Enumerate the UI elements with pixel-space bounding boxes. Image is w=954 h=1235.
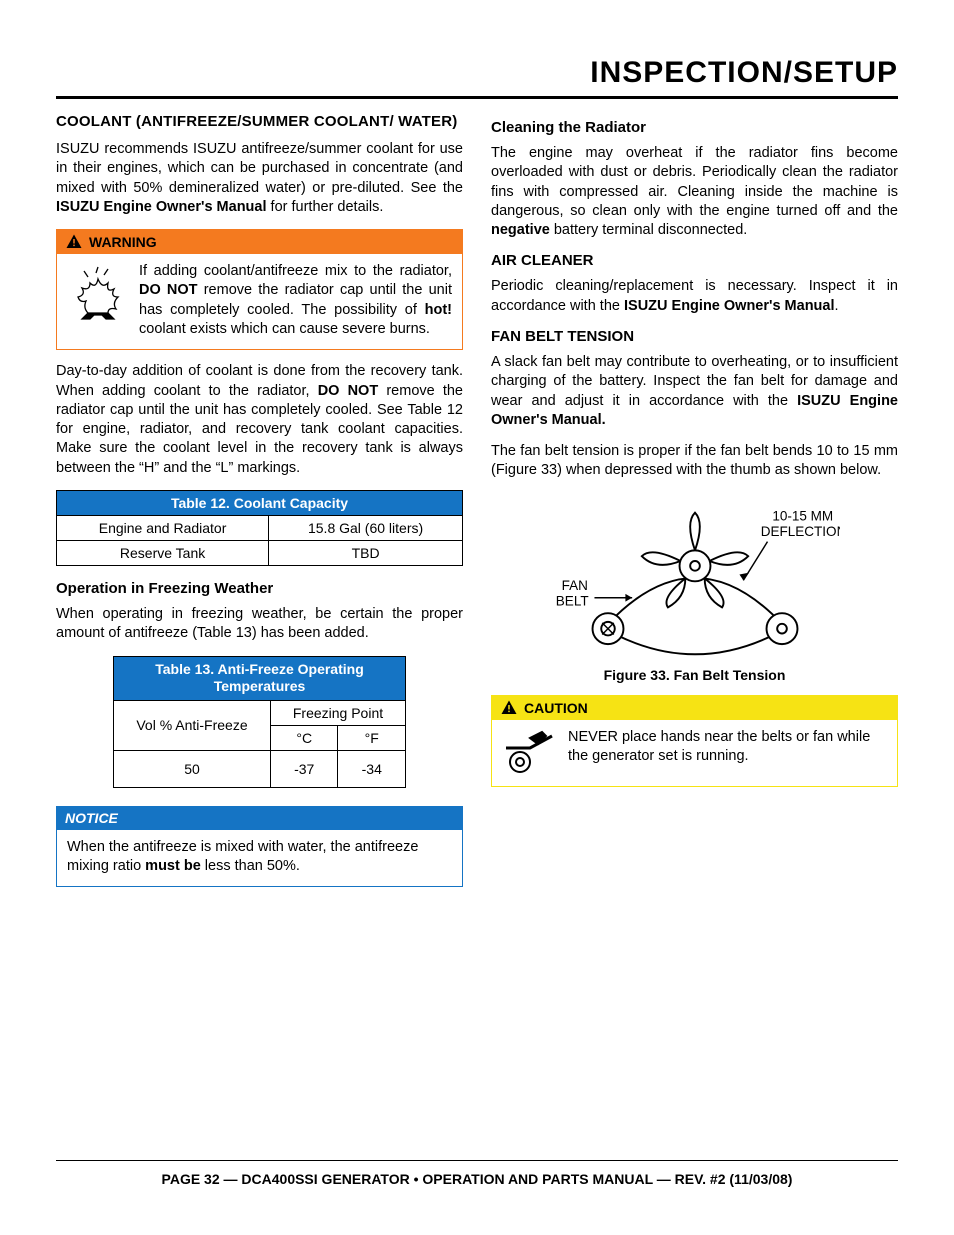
page-footer: PAGE 32 — DCA400SSI GENERATOR • OPERATIO… bbox=[0, 1171, 954, 1187]
text-bold: DO NOT bbox=[139, 282, 198, 298]
label-deflection-1: 10-15 MM bbox=[772, 508, 833, 523]
heading-fan-belt: FAN BELT TENSION bbox=[491, 328, 898, 345]
top-rule bbox=[56, 96, 898, 99]
warning-box: WARNING If adding coolant/anti bbox=[56, 229, 463, 350]
paragraph-air: Periodic cleaning/replacement is necessa… bbox=[491, 277, 898, 316]
caution-header: CAUTION bbox=[492, 696, 897, 720]
label-fan: FAN bbox=[561, 578, 587, 593]
figure-caption: Figure 33. Fan Belt Tension bbox=[491, 667, 898, 683]
left-column: COOLANT (ANTIFREEZE/SUMMER COOLANT/ WATE… bbox=[56, 113, 463, 899]
label-belt: BELT bbox=[555, 593, 588, 608]
right-column: Cleaning the Radiator The engine may ove… bbox=[491, 113, 898, 899]
table-cell: 50 bbox=[113, 750, 270, 787]
caution-text: NEVER place hands near the belts or fan … bbox=[568, 728, 887, 767]
text-bold: hot! bbox=[425, 302, 452, 318]
text-bold: ISUZU Engine Owner's Manual bbox=[624, 298, 835, 314]
figure-33-fan-belt: 10-15 MM DEFLECTION FAN BELT Figure 33. … bbox=[491, 493, 898, 683]
table-cell: TBD bbox=[269, 540, 463, 565]
warning-triangle-icon bbox=[65, 233, 83, 251]
text: ISUZU recommends ISUZU antifreeze/summer… bbox=[56, 141, 463, 196]
warning-text: If adding coolant/antifreeze mix to the … bbox=[139, 262, 452, 339]
table13-title: Table 13. Anti-Freeze Operating Temperat… bbox=[113, 656, 405, 700]
paragraph-cleaning: The engine may overheat if the radiator … bbox=[491, 144, 898, 240]
table13-col1-header: Vol % Anti-Freeze bbox=[113, 700, 270, 750]
notice-box: NOTICE When the antifreeze is mixed with… bbox=[56, 806, 463, 888]
table12-title: Table 12. Coolant Capacity bbox=[57, 490, 463, 515]
text: for further details. bbox=[267, 199, 384, 215]
explosion-icon bbox=[67, 262, 129, 324]
table-cell: Reserve Tank bbox=[57, 540, 269, 565]
table-cell: -37 bbox=[270, 750, 338, 787]
table-cell: 15.8 Gal (60 liters) bbox=[269, 515, 463, 540]
caution-box: CAUTION NEVER place hands near the belts… bbox=[491, 695, 898, 787]
paragraph-freezing: When operating in freezing weather, be c… bbox=[56, 605, 463, 644]
notice-header: NOTICE bbox=[57, 807, 462, 830]
caution-label: CAUTION bbox=[524, 700, 588, 716]
paragraph-fan1: A slack fan belt may contribute to overh… bbox=[491, 353, 898, 430]
text: If adding coolant/antifreeze mix to the … bbox=[139, 263, 452, 279]
text: battery terminal disconnected. bbox=[550, 222, 747, 238]
text: coolant exists which can cause severe bu… bbox=[139, 321, 430, 337]
text: The engine may overheat if the radiator … bbox=[491, 145, 898, 219]
text: . bbox=[835, 298, 839, 314]
heading-cleaning-radiator: Cleaning the Radiator bbox=[491, 119, 898, 136]
heading-air-cleaner: AIR CLEANER bbox=[491, 252, 898, 269]
bottom-rule bbox=[56, 1160, 898, 1161]
caution-triangle-icon bbox=[500, 699, 518, 717]
table13-col2-header: Freezing Point bbox=[270, 700, 405, 725]
text-bold: DO NOT bbox=[318, 383, 379, 399]
hand-belt-icon bbox=[502, 728, 558, 776]
heading-freezing: Operation in Freezing Weather bbox=[56, 580, 463, 597]
text-bold: must be bbox=[145, 858, 201, 874]
text: less than 50%. bbox=[201, 858, 300, 874]
paragraph-intro: ISUZU recommends ISUZU antifreeze/summer… bbox=[56, 140, 463, 217]
text-bold: ISUZU Engine Owner's Manual bbox=[56, 199, 267, 215]
table13-sub-c: °C bbox=[270, 725, 338, 750]
notice-label: NOTICE bbox=[65, 810, 118, 826]
warning-header: WARNING bbox=[57, 230, 462, 254]
paragraph-day-to-day: Day-to-day addition of coolant is done f… bbox=[56, 362, 463, 478]
notice-text: When the antifreeze is mixed with water,… bbox=[67, 838, 452, 877]
page-title: INSPECTION/SETUP bbox=[56, 56, 898, 96]
paragraph-fan2: The fan belt tension is proper if the fa… bbox=[491, 442, 898, 481]
heading-coolant: COOLANT (ANTIFREEZE/SUMMER COOLANT/ WATE… bbox=[56, 113, 463, 130]
table-12-coolant-capacity: Table 12. Coolant Capacity Engine and Ra… bbox=[56, 490, 463, 566]
table-13-antifreeze-temps: Table 13. Anti-Freeze Operating Temperat… bbox=[113, 656, 406, 788]
fan-belt-diagram-icon: 10-15 MM DEFLECTION FAN BELT bbox=[550, 493, 840, 658]
table-cell: Engine and Radiator bbox=[57, 515, 269, 540]
table13-sub-f: °F bbox=[338, 725, 406, 750]
two-column-layout: COOLANT (ANTIFREEZE/SUMMER COOLANT/ WATE… bbox=[56, 113, 898, 899]
label-deflection-2: DEFLECTION bbox=[760, 524, 839, 539]
warning-label: WARNING bbox=[89, 234, 157, 250]
table-cell: -34 bbox=[338, 750, 406, 787]
text-bold: negative bbox=[491, 222, 550, 238]
